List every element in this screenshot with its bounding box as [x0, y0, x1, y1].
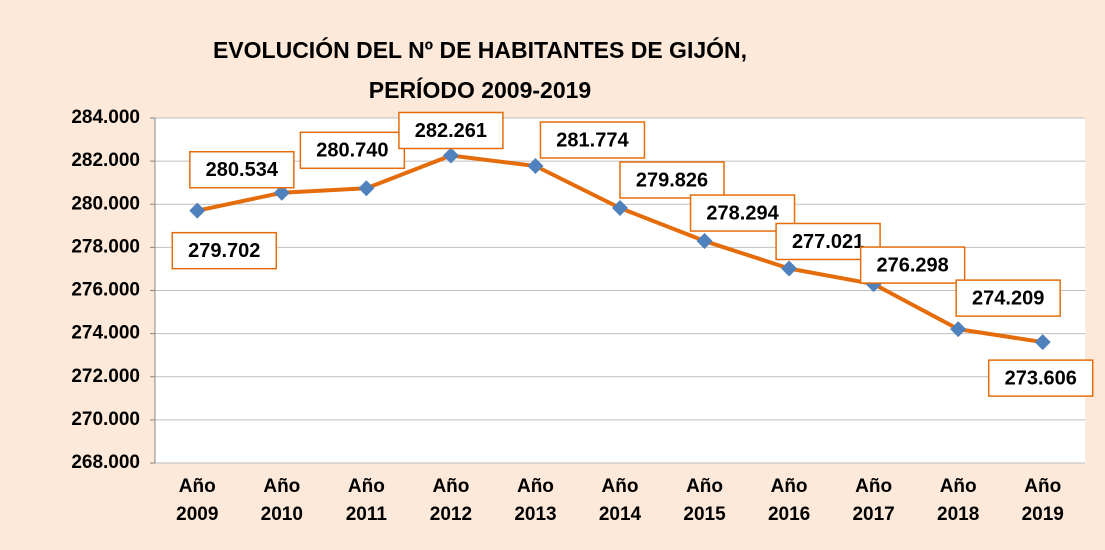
data-label: 273.606 — [1005, 367, 1077, 389]
data-point — [527, 157, 544, 174]
data-label: 278.294 — [706, 202, 779, 224]
data-label-box — [539, 121, 646, 159]
data-label: 276.298 — [876, 254, 948, 276]
data-label-box — [189, 150, 295, 189]
data-point — [781, 260, 798, 277]
data-label: 281.774 — [556, 129, 629, 151]
data-point — [696, 233, 713, 250]
data-label: 279.702 — [188, 240, 260, 262]
y-tick-label: 284.000 — [71, 107, 140, 128]
data-point — [189, 202, 206, 219]
data-label-box — [859, 246, 966, 284]
x-tick-label: Año 2011 — [346, 476, 388, 525]
y-tick-label: 270.000 — [71, 409, 140, 430]
data-point — [612, 200, 628, 217]
x-tick-label: Año 2010 — [261, 476, 303, 525]
data-label-box — [171, 231, 278, 270]
y-tick-label: 272.000 — [71, 366, 140, 387]
x-tick-label: Año 2017 — [852, 476, 894, 525]
data-label-box — [987, 359, 1094, 397]
x-tick-label: Año 2012 — [430, 476, 472, 525]
chart-title: EVOLUCIÓN DEL Nº DE HABITANTES DE GIJÓN, — [213, 36, 747, 63]
y-tick-label: 280.000 — [71, 193, 140, 214]
data-label: 280.534 — [206, 159, 279, 181]
data-label-box — [619, 161, 725, 199]
y-tick-label: 278.000 — [71, 236, 140, 257]
x-tick-label: Año 2013 — [514, 476, 556, 525]
data-label: 279.826 — [636, 169, 708, 191]
y-tick-label: 276.000 — [71, 280, 140, 301]
data-label: 282.261 — [415, 120, 487, 142]
data-label-box — [398, 111, 504, 150]
data-label: 277.021 — [792, 231, 864, 253]
chart-title: PERÍODO 2009-2019 — [369, 76, 591, 103]
x-tick-label: Año 2014 — [599, 476, 642, 525]
x-tick-label: Año 2015 — [683, 476, 726, 525]
y-tick-label: 268.000 — [71, 452, 140, 473]
data-label: 280.740 — [316, 140, 388, 162]
data-label: 274.209 — [972, 287, 1044, 309]
x-tick-label: Año 2016 — [768, 476, 810, 525]
x-tick-label: Año 2018 — [937, 476, 979, 525]
y-tick-label: 282.000 — [71, 150, 140, 171]
data-point — [358, 180, 375, 197]
data-point — [1034, 334, 1051, 351]
data-point — [442, 147, 459, 164]
data-label-box — [955, 279, 1061, 317]
y-tick-label: 274.000 — [71, 323, 140, 344]
x-tick-label: Año 2009 — [176, 476, 218, 525]
data-point — [273, 184, 290, 201]
data-label-box — [299, 131, 406, 170]
x-tick-label: Año 2019 — [1022, 476, 1064, 525]
data-point — [950, 321, 967, 338]
